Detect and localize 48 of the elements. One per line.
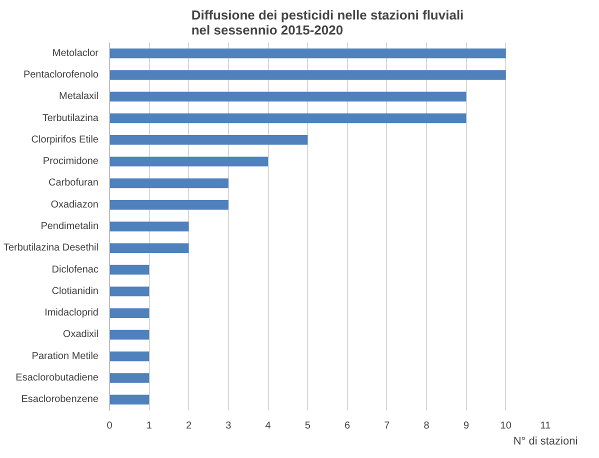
bar	[110, 178, 228, 188]
y-tick-label: Clorpirifos Etile	[31, 134, 99, 146]
y-tick-label: Esaclorobutadiene	[16, 372, 99, 384]
bar	[110, 330, 150, 340]
x-tick-label: 10	[500, 420, 512, 432]
y-tick-label: Carbofuran	[48, 178, 98, 189]
bar	[110, 135, 308, 145]
y-tick-label: Oxadixil	[62, 329, 99, 340]
x-tick-label: 5	[304, 420, 311, 432]
x-tick-label: 11	[540, 420, 552, 432]
y-tick-label: Pentaclorofenolo	[23, 69, 99, 80]
y-tick-label: Terbutilazina	[42, 112, 99, 124]
y-tick-label: Clotianidin	[52, 286, 99, 297]
x-tick-label: 1	[146, 420, 152, 432]
bar	[110, 264, 150, 275]
bar	[110, 243, 189, 254]
chart-title: Diffusione dei pesticidi nelle stazioni fluviali nel sessennio 2015-2020	[191, 8, 464, 38]
bar	[110, 308, 150, 318]
y-tick-label: Imidacloprid	[44, 308, 99, 319]
x-tick-label: 2	[186, 420, 192, 432]
y-tick-label: Metolaclor	[52, 48, 100, 59]
bar	[110, 222, 189, 232]
x-tick-label: 0	[106, 420, 113, 432]
bar	[110, 70, 506, 80]
y-tick-label: Diclofenac	[52, 264, 99, 276]
y-tick-label: Pendimetalin	[40, 221, 98, 232]
y-tick-label: Esaclorobenzene	[21, 394, 99, 406]
y-tick-label: Procimidone	[42, 156, 99, 168]
y-tick-label: Terbutilazina Desethil	[3, 242, 99, 254]
x-tick-label: 7	[384, 420, 390, 432]
x-tick-label: 4	[265, 420, 272, 432]
x-axis-title: N° di stazioni	[513, 436, 578, 448]
bar	[110, 48, 506, 58]
bar	[110, 113, 466, 124]
x-tick-label: 6	[344, 420, 351, 432]
y-tick-label: Paration Metile	[32, 350, 99, 362]
x-tick-label: 9	[463, 420, 470, 432]
bar	[110, 156, 268, 166]
y-tick-label: Metalaxil	[59, 91, 99, 102]
bar	[110, 394, 150, 405]
bar	[110, 286, 150, 296]
bar	[110, 352, 150, 362]
y-tick-label: Oxadiazon	[50, 199, 99, 210]
bar	[110, 200, 228, 210]
bar	[110, 373, 150, 383]
x-tick-label: 3	[226, 420, 232, 432]
x-tick-label: 8	[424, 420, 430, 432]
bar	[110, 92, 466, 102]
